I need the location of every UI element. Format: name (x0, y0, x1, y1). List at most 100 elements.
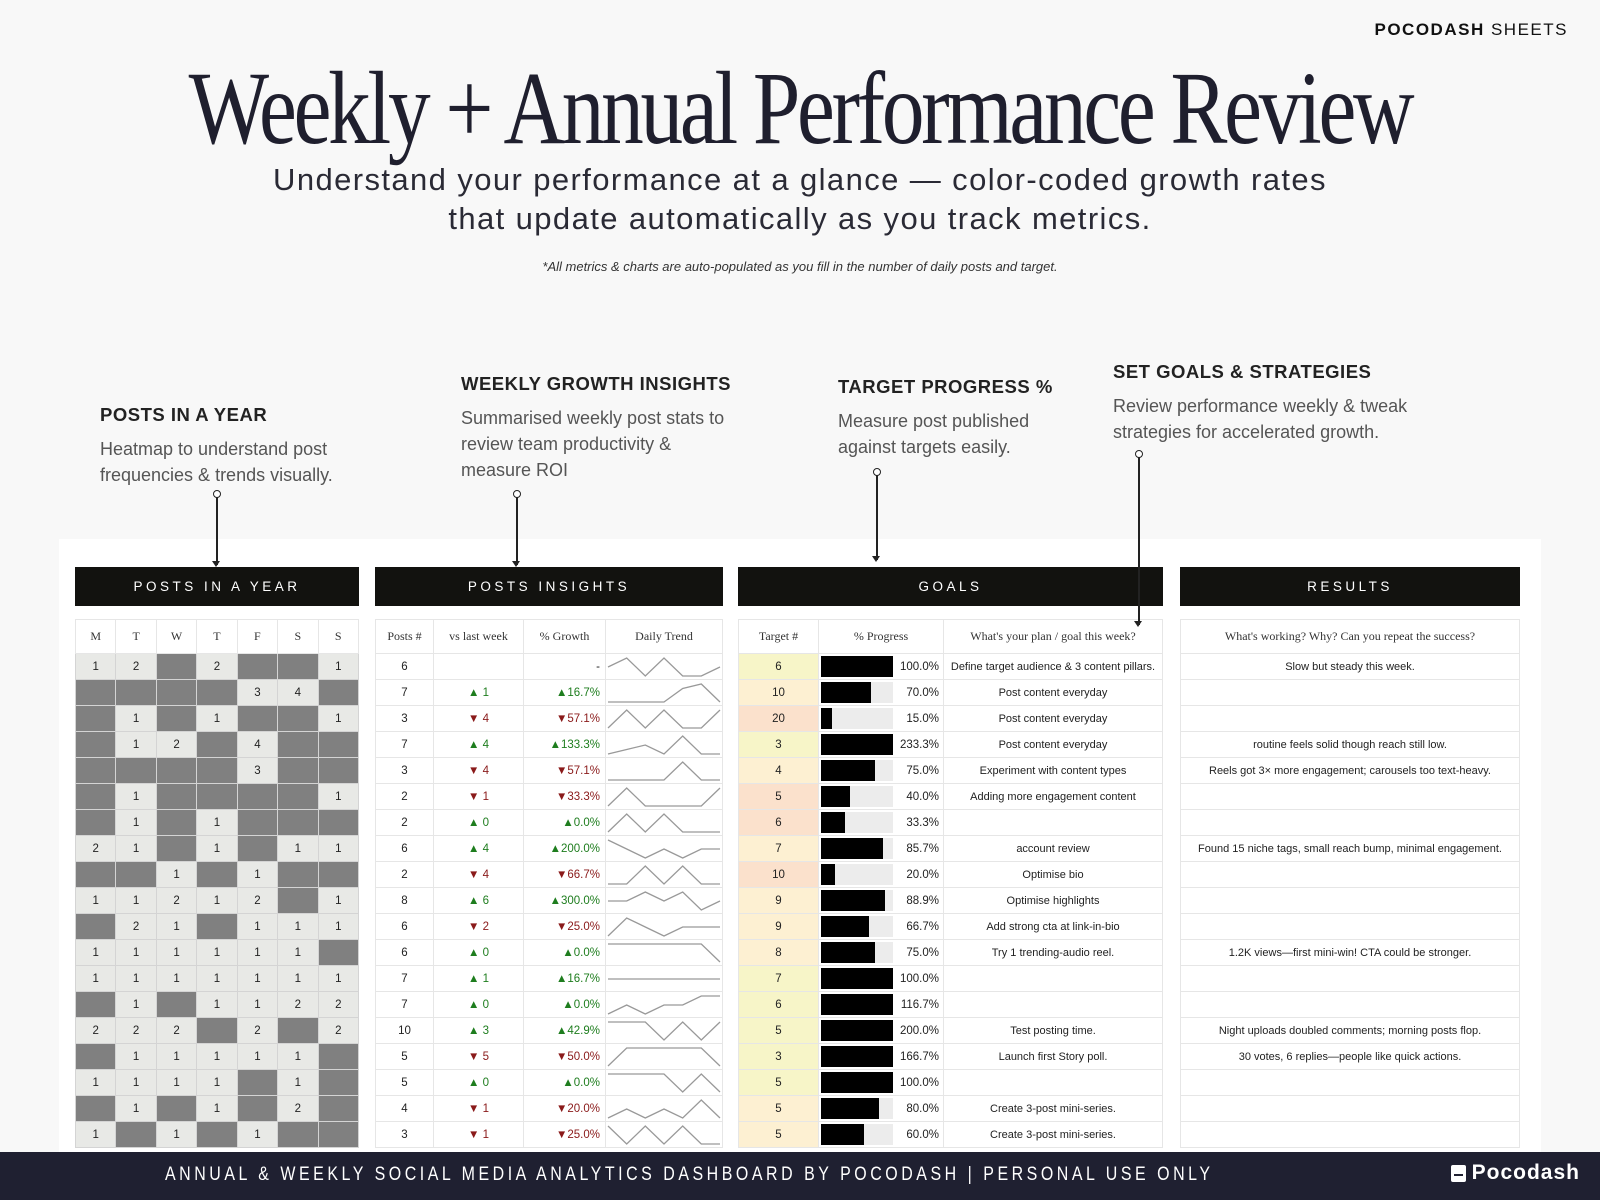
plan-text[interactable] (943, 1069, 1163, 1096)
heatmap-cell[interactable]: 1 (74, 1069, 117, 1096)
heatmap-cell[interactable]: 1 (155, 1043, 198, 1070)
heatmap-cell[interactable] (74, 1043, 117, 1070)
heatmap-cell[interactable] (115, 861, 157, 888)
heatmap-cell[interactable]: 1 (236, 965, 279, 992)
plan-text[interactable]: Optimise highlights (943, 887, 1163, 914)
heatmap-cell[interactable] (317, 861, 360, 888)
target-count[interactable]: 5 (738, 1017, 819, 1044)
heatmap-cell[interactable] (115, 1121, 157, 1148)
heatmap-cell[interactable] (236, 705, 279, 732)
heatmap-cell[interactable] (74, 861, 117, 888)
result-text[interactable]: routine feels solid though reach still l… (1180, 731, 1520, 758)
heatmap-cell[interactable] (196, 1121, 238, 1148)
result-text[interactable] (1180, 809, 1520, 836)
heatmap-cell[interactable]: 1 (74, 653, 117, 680)
target-count[interactable]: 10 (738, 861, 819, 888)
heatmap-cell[interactable]: 4 (236, 731, 279, 758)
heatmap-cell[interactable]: 4 (277, 679, 319, 706)
plan-text[interactable]: Test posting time. (943, 1017, 1163, 1044)
heatmap-cell[interactable]: 1 (317, 887, 360, 914)
heatmap-cell[interactable] (277, 861, 319, 888)
heatmap-cell[interactable]: 1 (115, 809, 157, 836)
heatmap-cell[interactable]: 2 (155, 887, 198, 914)
heatmap-cell[interactable] (277, 809, 319, 836)
result-text[interactable] (1180, 783, 1520, 810)
target-count[interactable]: 6 (738, 809, 819, 836)
heatmap-cell[interactable] (236, 653, 279, 680)
heatmap-cell[interactable] (74, 913, 117, 940)
target-count[interactable]: 3 (738, 1043, 819, 1070)
heatmap-cell[interactable] (277, 1017, 319, 1044)
plan-text[interactable]: Create 3-post mini-series. (943, 1095, 1163, 1122)
heatmap-cell[interactable] (196, 861, 238, 888)
heatmap-cell[interactable]: 1 (196, 939, 238, 966)
plan-text[interactable]: Adding more engagement content (943, 783, 1163, 810)
heatmap-cell[interactable] (277, 887, 319, 914)
plan-text[interactable]: Optimise bio (943, 861, 1163, 888)
result-text[interactable] (1180, 913, 1520, 940)
heatmap-cell[interactable] (317, 1043, 360, 1070)
result-text[interactable] (1180, 861, 1520, 888)
heatmap-cell[interactable] (317, 731, 360, 758)
result-text[interactable] (1180, 991, 1520, 1018)
result-text[interactable] (1180, 1069, 1520, 1096)
plan-text[interactable]: Post content everyday (943, 679, 1163, 706)
heatmap-cell[interactable]: 1 (317, 705, 360, 732)
heatmap-cell[interactable]: 1 (277, 965, 319, 992)
heatmap-cell[interactable] (155, 1095, 198, 1122)
heatmap-cell[interactable] (196, 783, 238, 810)
heatmap-cell[interactable]: 2 (115, 653, 157, 680)
target-count[interactable]: 6 (738, 991, 819, 1018)
result-text[interactable] (1180, 705, 1520, 732)
heatmap-cell[interactable] (196, 757, 238, 784)
heatmap-cell[interactable] (317, 1069, 360, 1096)
heatmap-cell[interactable]: 2 (236, 887, 279, 914)
heatmap-cell[interactable]: 1 (277, 1043, 319, 1070)
heatmap-cell[interactable] (155, 809, 198, 836)
heatmap-cell[interactable] (277, 653, 319, 680)
heatmap-cell[interactable]: 2 (155, 1017, 198, 1044)
heatmap-cell[interactable] (277, 705, 319, 732)
heatmap-cell[interactable] (196, 1017, 238, 1044)
heatmap-cell[interactable] (74, 679, 117, 706)
heatmap-cell[interactable] (196, 679, 238, 706)
result-text[interactable] (1180, 887, 1520, 914)
heatmap-cell[interactable] (74, 705, 117, 732)
heatmap-cell[interactable] (196, 913, 238, 940)
plan-text[interactable]: Experiment with content types (943, 757, 1163, 784)
heatmap-cell[interactable] (236, 1095, 279, 1122)
heatmap-cell[interactable] (277, 1121, 319, 1148)
heatmap-cell[interactable]: 1 (277, 1069, 319, 1096)
heatmap-cell[interactable] (155, 991, 198, 1018)
heatmap-cell[interactable] (317, 757, 360, 784)
heatmap-cell[interactable]: 1 (196, 1069, 238, 1096)
heatmap-cell[interactable]: 1 (115, 731, 157, 758)
target-count[interactable]: 5 (738, 1069, 819, 1096)
heatmap-cell[interactable] (317, 1095, 360, 1122)
heatmap-cell[interactable]: 1 (317, 653, 360, 680)
heatmap-cell[interactable]: 2 (115, 1017, 157, 1044)
heatmap-cell[interactable]: 1 (236, 939, 279, 966)
heatmap-cell[interactable]: 1 (196, 965, 238, 992)
heatmap-cell[interactable] (277, 783, 319, 810)
heatmap-cell[interactable] (277, 731, 319, 758)
heatmap-cell[interactable] (74, 809, 117, 836)
heatmap-cell[interactable] (74, 783, 117, 810)
heatmap-cell[interactable]: 2 (196, 653, 238, 680)
heatmap-cell[interactable]: 1 (317, 965, 360, 992)
heatmap-cell[interactable]: 1 (196, 809, 238, 836)
heatmap-cell[interactable]: 1 (196, 1043, 238, 1070)
heatmap-cell[interactable]: 1 (196, 705, 238, 732)
heatmap-cell[interactable] (155, 705, 198, 732)
plan-text[interactable]: account review (943, 835, 1163, 862)
heatmap-cell[interactable]: 2 (155, 731, 198, 758)
target-count[interactable]: 8 (738, 939, 819, 966)
heatmap-cell[interactable]: 1 (236, 991, 279, 1018)
heatmap-cell[interactable]: 1 (155, 1069, 198, 1096)
plan-text[interactable]: Post content everyday (943, 705, 1163, 732)
heatmap-cell[interactable] (236, 783, 279, 810)
target-count[interactable]: 5 (738, 1121, 819, 1148)
heatmap-cell[interactable]: 1 (155, 965, 198, 992)
heatmap-cell[interactable]: 1 (115, 783, 157, 810)
heatmap-cell[interactable]: 1 (155, 861, 198, 888)
